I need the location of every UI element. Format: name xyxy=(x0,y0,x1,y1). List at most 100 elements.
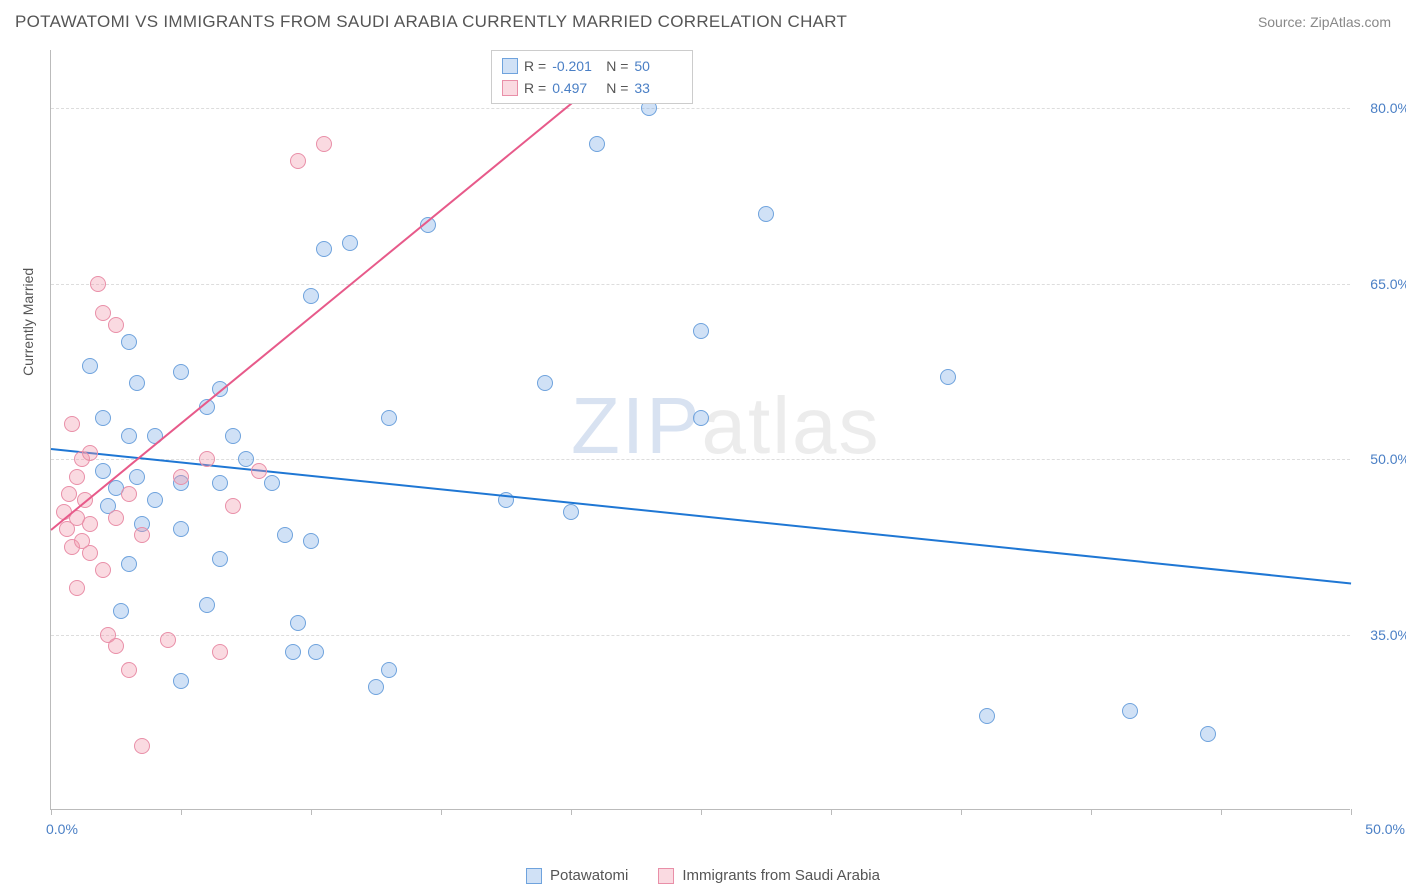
scatter-point xyxy=(212,475,228,491)
n-value: 50 xyxy=(634,55,682,77)
scatter-point xyxy=(758,206,774,222)
scatter-point xyxy=(108,510,124,526)
scatter-point xyxy=(108,638,124,654)
scatter-point xyxy=(173,673,189,689)
scatter-point xyxy=(199,451,215,467)
x-tick xyxy=(571,809,572,815)
scatter-point xyxy=(342,235,358,251)
scatter-point xyxy=(95,463,111,479)
scatter-point xyxy=(303,288,319,304)
x-start-label: 0.0% xyxy=(46,821,78,837)
x-end-label: 50.0% xyxy=(1365,821,1405,837)
scatter-point xyxy=(290,153,306,169)
n-label: N = xyxy=(606,77,628,99)
r-value: -0.201 xyxy=(552,55,600,77)
chart-title: POTAWATOMI VS IMMIGRANTS FROM SAUDI ARAB… xyxy=(15,12,847,32)
scatter-point xyxy=(1200,726,1216,742)
source-label: Source: ZipAtlas.com xyxy=(1258,14,1391,30)
legend-row: R = -0.201 N = 50 xyxy=(502,55,682,77)
legend-swatch xyxy=(526,868,542,884)
r-label: R = xyxy=(524,55,546,77)
x-tick xyxy=(1351,809,1352,815)
scatter-point xyxy=(537,375,553,391)
scatter-point xyxy=(95,305,111,321)
y-axis-label: Currently Married xyxy=(20,268,36,376)
scatter-point xyxy=(129,469,145,485)
scatter-point xyxy=(173,364,189,380)
scatter-point xyxy=(238,451,254,467)
scatter-point xyxy=(290,615,306,631)
y-tick-label: 80.0% xyxy=(1355,100,1406,116)
legend-label: Potawatomi xyxy=(550,867,628,884)
scatter-point xyxy=(979,708,995,724)
scatter-point xyxy=(1122,703,1138,719)
scatter-point xyxy=(285,644,301,660)
x-tick xyxy=(831,809,832,815)
scatter-point xyxy=(147,492,163,508)
scatter-point xyxy=(82,445,98,461)
gridline xyxy=(51,284,1350,285)
y-tick-label: 35.0% xyxy=(1355,627,1406,643)
scatter-point xyxy=(69,580,85,596)
scatter-chart: 35.0%50.0%65.0%80.0%0.0%50.0%ZIPatlasR =… xyxy=(50,50,1350,810)
scatter-point xyxy=(64,416,80,432)
scatter-point xyxy=(82,358,98,374)
scatter-point xyxy=(160,632,176,648)
scatter-point xyxy=(121,556,137,572)
scatter-point xyxy=(82,545,98,561)
scatter-point xyxy=(199,597,215,613)
r-label: R = xyxy=(524,77,546,99)
gridline xyxy=(51,108,1350,109)
x-tick xyxy=(1091,809,1092,815)
scatter-point xyxy=(108,317,124,333)
bottom-legend: Potawatomi Immigrants from Saudi Arabia xyxy=(0,867,1406,884)
scatter-point xyxy=(264,475,280,491)
scatter-point xyxy=(69,469,85,485)
scatter-point xyxy=(563,504,579,520)
scatter-point xyxy=(95,562,111,578)
scatter-point xyxy=(61,486,77,502)
scatter-point xyxy=(940,369,956,385)
legend-swatch xyxy=(658,868,674,884)
scatter-point xyxy=(368,679,384,695)
scatter-point xyxy=(212,644,228,660)
scatter-point xyxy=(381,410,397,426)
scatter-point xyxy=(277,527,293,543)
bottom-legend-item: Immigrants from Saudi Arabia xyxy=(658,867,880,884)
scatter-point xyxy=(251,463,267,479)
legend-label: Immigrants from Saudi Arabia xyxy=(682,867,880,884)
gridline xyxy=(51,635,1350,636)
legend-swatch xyxy=(502,58,518,74)
scatter-point xyxy=(693,410,709,426)
n-value: 33 xyxy=(634,77,682,99)
r-value: 0.497 xyxy=(552,77,600,99)
scatter-point xyxy=(225,498,241,514)
scatter-point xyxy=(381,662,397,678)
scatter-point xyxy=(693,323,709,339)
y-tick-label: 50.0% xyxy=(1355,451,1406,467)
scatter-point xyxy=(121,428,137,444)
scatter-point xyxy=(225,428,241,444)
scatter-point xyxy=(90,276,106,292)
scatter-point xyxy=(173,469,189,485)
watermark: ZIPatlas xyxy=(571,380,880,472)
n-label: N = xyxy=(606,55,628,77)
x-tick xyxy=(1221,809,1222,815)
legend-row: R = 0.497 N = 33 xyxy=(502,77,682,99)
scatter-point xyxy=(212,551,228,567)
scatter-point xyxy=(121,662,137,678)
x-tick xyxy=(51,809,52,815)
x-tick xyxy=(961,809,962,815)
legend-swatch xyxy=(502,80,518,96)
trend-line xyxy=(51,448,1351,584)
x-tick xyxy=(701,809,702,815)
legend-stats-box: R = -0.201 N = 50 R = 0.497 N = 33 xyxy=(491,50,693,104)
scatter-point xyxy=(95,410,111,426)
x-tick xyxy=(441,809,442,815)
bottom-legend-item: Potawatomi xyxy=(526,867,628,884)
scatter-point xyxy=(308,644,324,660)
scatter-point xyxy=(316,136,332,152)
x-tick xyxy=(181,809,182,815)
y-tick-label: 65.0% xyxy=(1355,276,1406,292)
scatter-point xyxy=(129,375,145,391)
